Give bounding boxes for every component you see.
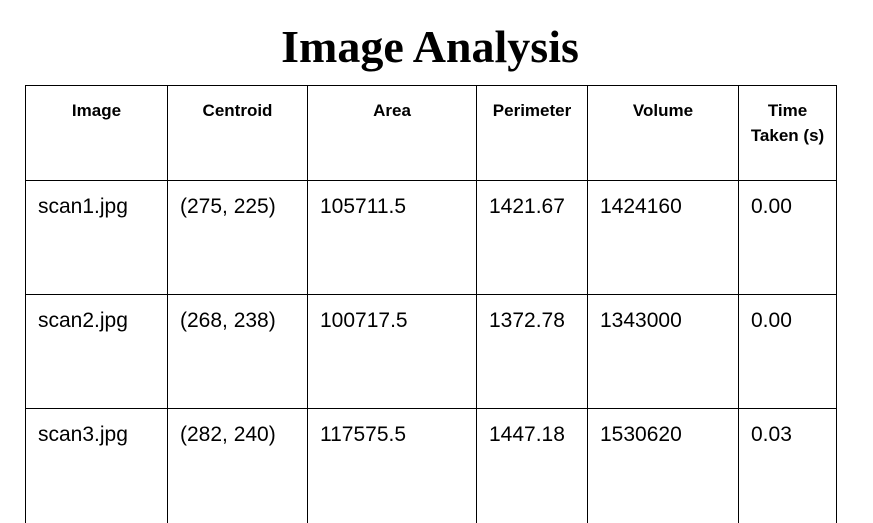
cell-perimeter: 1372.78 <box>476 294 588 409</box>
cell-time-taken: 0.03 <box>738 408 837 523</box>
cell-volume: 1530620 <box>587 408 739 523</box>
column-header-centroid: Centroid <box>167 85 308 181</box>
cell-centroid: (282, 240) <box>167 408 308 523</box>
column-header-image: Image <box>25 85 168 181</box>
results-table: Image Centroid Area Perimeter Volume Tim… <box>25 85 837 523</box>
cell-time-taken: 0.00 <box>738 294 837 409</box>
table-row: scan3.jpg (282, 240) 117575.5 1447.18 15… <box>25 408 837 523</box>
cell-image: scan1.jpg <box>25 180 168 295</box>
column-header-time-taken: Time Taken (s) <box>738 85 837 181</box>
table-row: scan1.jpg (275, 225) 105711.5 1421.67 14… <box>25 180 837 295</box>
page-title: Image Analysis <box>281 21 579 72</box>
cell-volume: 1424160 <box>587 180 739 295</box>
cell-time-taken: 0.00 <box>738 180 837 295</box>
cell-volume: 1343000 <box>587 294 739 409</box>
column-header-area: Area <box>307 85 477 181</box>
cell-area: 100717.5 <box>307 294 477 409</box>
cell-centroid: (275, 225) <box>167 180 308 295</box>
table-header-row: Image Centroid Area Perimeter Volume Tim… <box>25 85 837 181</box>
cell-image: scan2.jpg <box>25 294 168 409</box>
cell-perimeter: 1421.67 <box>476 180 588 295</box>
cell-area: 105711.5 <box>307 180 477 295</box>
column-header-perimeter: Perimeter <box>476 85 588 181</box>
cell-centroid: (268, 238) <box>167 294 308 409</box>
cell-image: scan3.jpg <box>25 408 168 523</box>
cell-area: 117575.5 <box>307 408 477 523</box>
column-header-volume: Volume <box>587 85 739 181</box>
cell-perimeter: 1447.18 <box>476 408 588 523</box>
table-row: scan2.jpg (268, 238) 100717.5 1372.78 13… <box>25 294 837 409</box>
